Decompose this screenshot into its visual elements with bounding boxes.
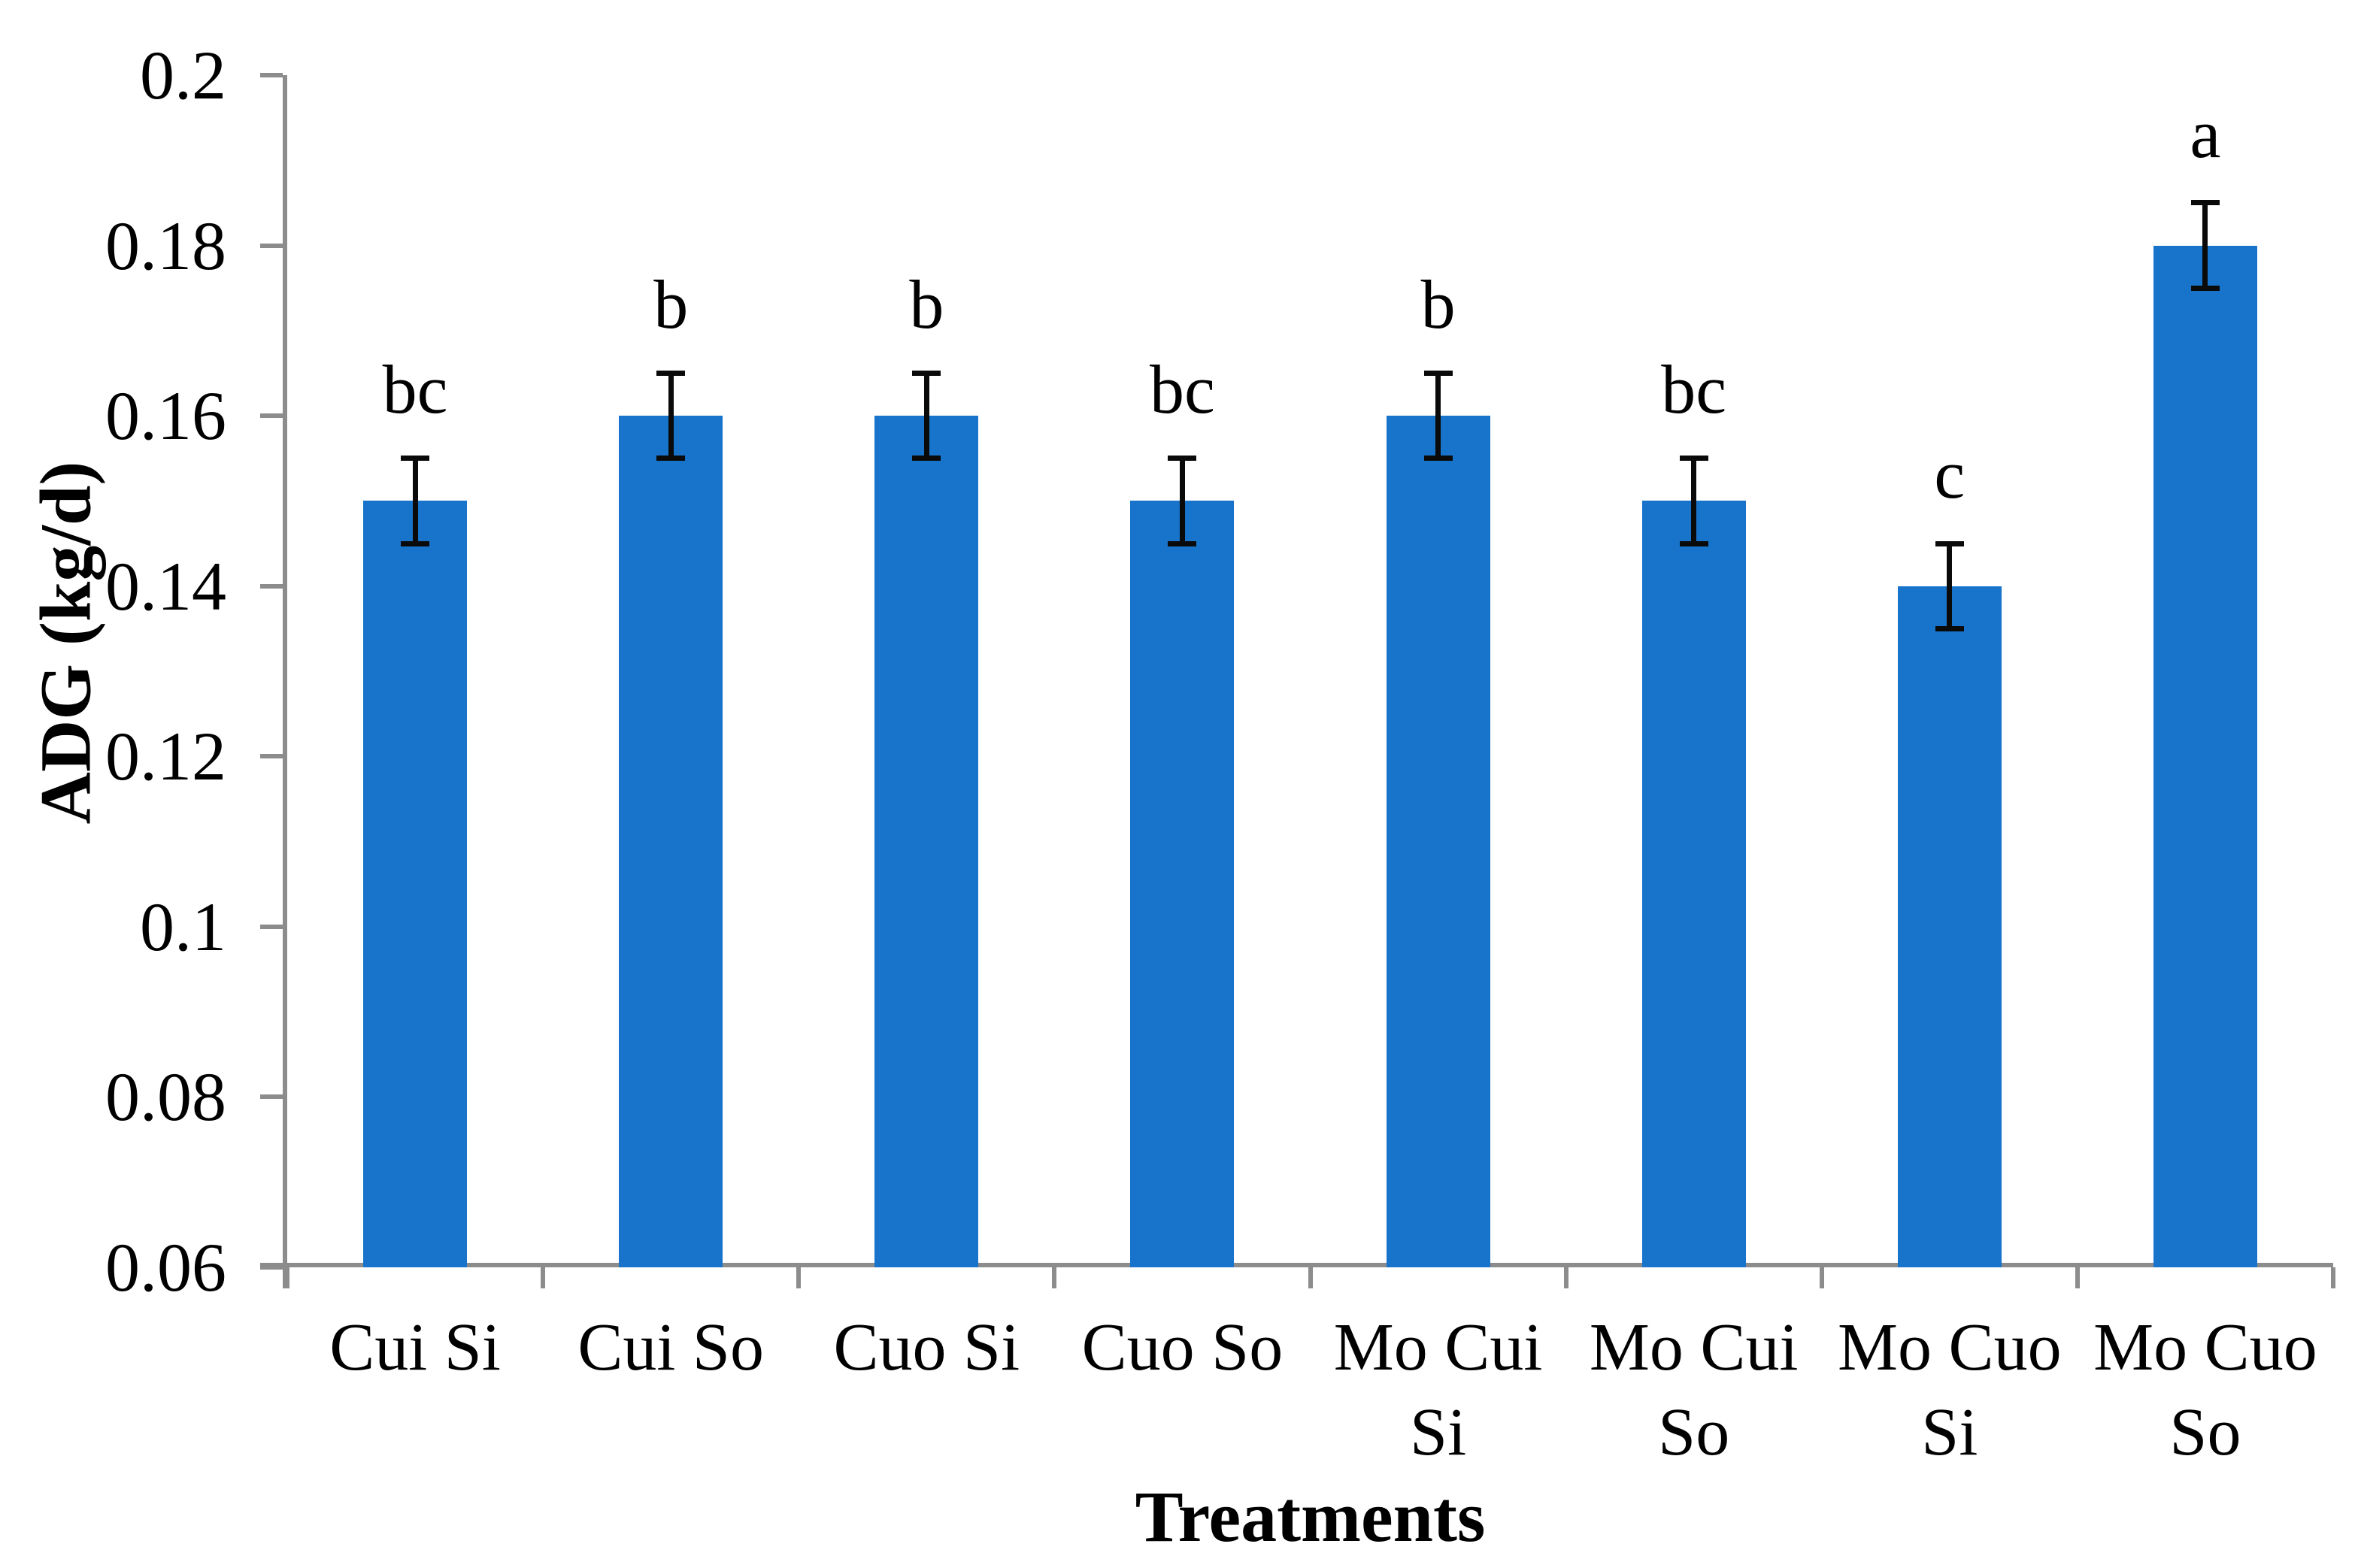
x-axis-tick [2331,1267,2335,1288]
bar [619,416,723,1267]
x-axis-tick [1819,1267,1824,1288]
y-axis-tick-label: 0.18 [105,207,226,284]
error-bar-line [1947,543,1953,629]
significance-letter: a [2190,95,2221,172]
x-axis-tick [1308,1267,1313,1288]
error-bar-bottom-cap [1935,625,1964,631]
error-bar-top-cap [401,456,430,462]
x-axis-tick [285,1267,289,1288]
y-axis-tick [260,754,283,759]
y-axis-tick-label: 0.08 [105,1058,226,1136]
y-axis-tick [260,413,283,419]
y-axis-tick [260,924,283,929]
error-bar-top-cap [1168,456,1197,462]
error-bar-top-cap [1423,371,1453,376]
bar [1897,586,2002,1267]
error-bar-bottom-cap [1423,456,1453,462]
error-bar-line [412,458,418,544]
error-bar-line [1691,458,1697,544]
y-axis-tick [260,243,283,248]
y-axis-tick [260,583,283,589]
error-bar-bottom-cap [1168,540,1197,546]
x-axis-tick [541,1267,546,1288]
y-axis-tick-label: 0.16 [105,377,226,455]
y-axis-tick-label: 0.06 [105,1229,226,1306]
error-bar-top-cap [2190,200,2220,206]
significance-letter: bc [1661,350,1727,428]
bar [874,416,979,1267]
error-bar-top-cap [656,371,686,376]
y-axis-tick [260,73,283,77]
y-axis-tick-label: 0.1 [140,888,226,965]
significance-letter: b [909,265,944,343]
x-axis-category-label: Mo Cuo So [2093,1310,2317,1470]
x-axis-tick [1052,1267,1057,1288]
error-bar-bottom-cap [912,456,941,462]
error-bar-bottom-cap [1679,540,1708,546]
x-axis-title: Treatments [1135,1476,1486,1557]
y-axis-line [283,75,287,1288]
significance-letter: b [653,265,689,343]
x-axis-category-label: Cui Si [329,1310,501,1385]
y-axis-tick-label: 0.2 [140,37,226,114]
y-axis-tick [260,1265,283,1270]
x-axis-category-label: Cuo So [1081,1310,1284,1385]
significance-letter: c [1934,436,1966,513]
x-axis-category-label: Mo Cui Si [1333,1310,1543,1470]
error-bar-line [1435,373,1441,459]
x-axis-tick [796,1267,802,1288]
x-axis-category-label: Cui So [577,1310,764,1385]
y-axis-tick-label: 0.14 [105,547,226,625]
bar [1641,501,1746,1267]
x-axis-tick [1563,1267,1568,1288]
bar [363,501,468,1267]
x-axis-tick [2075,1267,2080,1288]
error-bar-line [2202,202,2208,289]
x-axis-category-label: Cuo Si [833,1310,1020,1385]
y-axis-tick-label: 0.12 [105,718,226,795]
bar [1130,501,1235,1267]
error-bar-bottom-cap [401,540,430,546]
x-axis-category-label: Mo Cui So [1589,1310,1799,1470]
error-bar-line [923,373,929,459]
error-bar-bottom-cap [2190,285,2220,291]
error-bar-top-cap [1679,456,1708,462]
significance-letter: b [1420,265,1456,343]
error-bar-bottom-cap [656,456,686,462]
x-axis-line [260,1263,2333,1267]
error-bar-line [668,373,674,459]
significance-letter: bc [382,350,448,428]
significance-letter: bc [1150,350,1215,428]
error-bar-top-cap [912,371,941,376]
error-bar-line [1179,458,1185,544]
bar [2153,245,2257,1267]
bar [1386,416,1490,1267]
x-axis-category-label: Mo Cuo Si [1838,1310,2062,1470]
y-axis-tick [260,1094,283,1100]
error-bar-top-cap [1935,540,1964,546]
